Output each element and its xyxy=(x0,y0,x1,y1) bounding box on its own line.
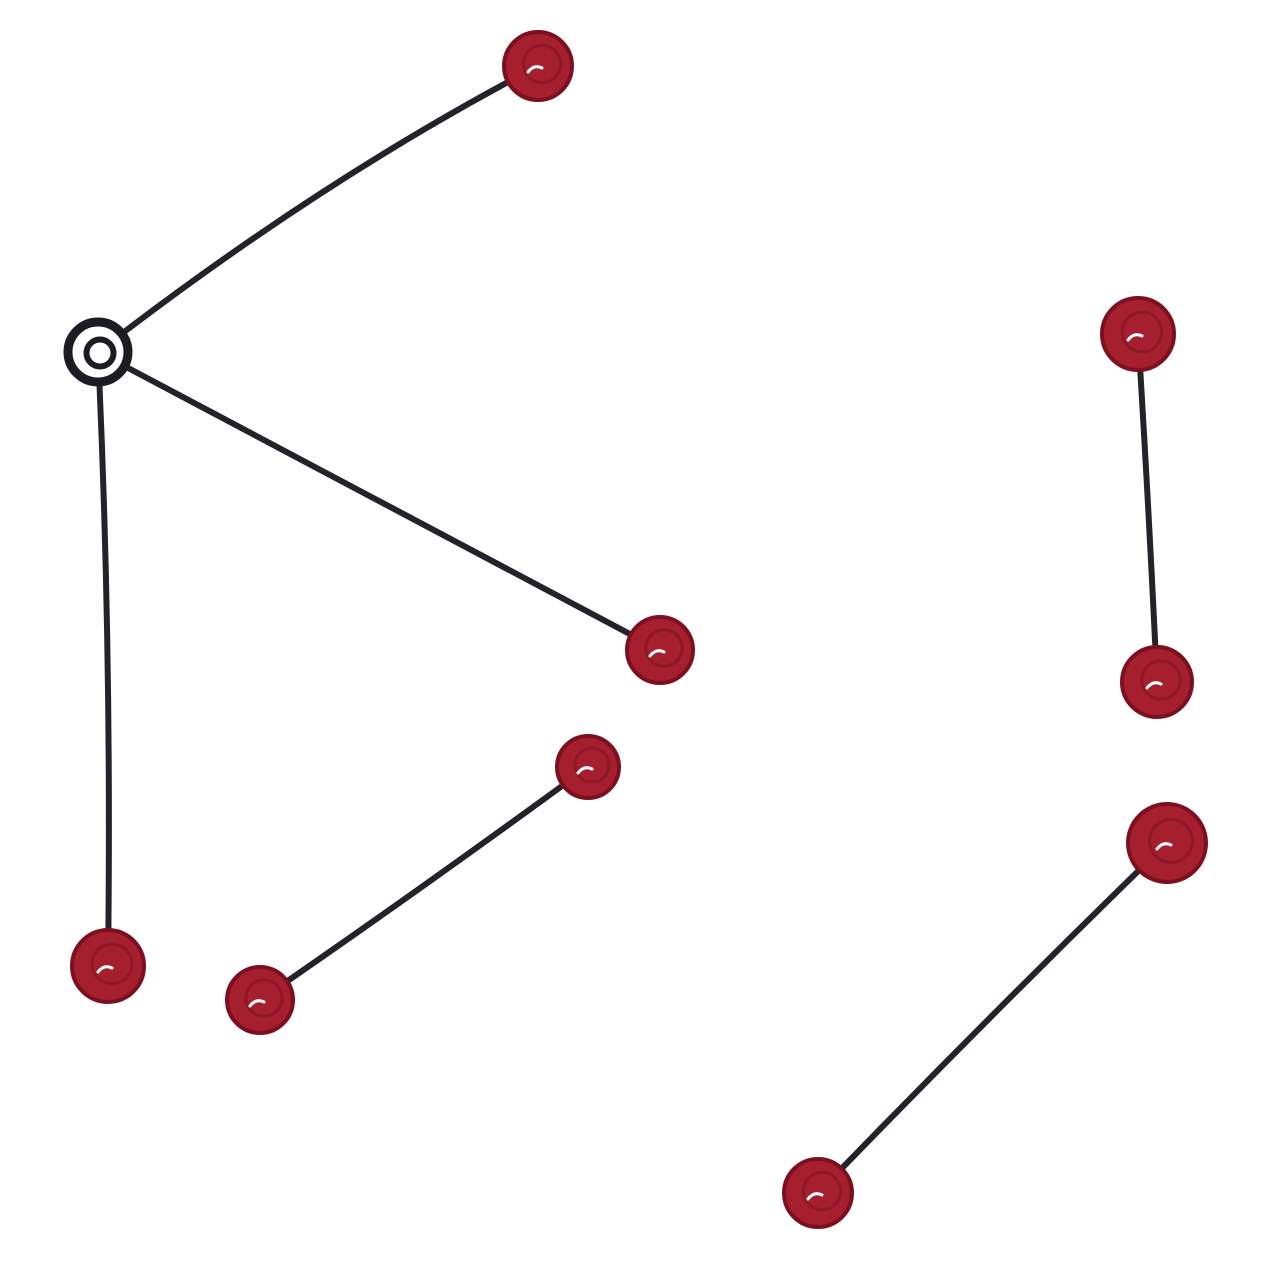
hub-node xyxy=(63,317,133,387)
node-highlight xyxy=(576,766,594,775)
node-scribble xyxy=(1140,659,1182,701)
node-scribble xyxy=(573,746,611,784)
hub-ring-inner xyxy=(83,336,117,370)
node-highlight xyxy=(1126,333,1144,342)
node-scribble xyxy=(801,1170,843,1212)
node-n-c1 xyxy=(1126,802,1208,884)
node-n-b1 xyxy=(1100,296,1176,372)
node-n-a1 xyxy=(555,734,621,800)
edge-n-a1-to-n-a2 xyxy=(257,764,591,1003)
node-n-a2 xyxy=(225,965,295,1035)
node-scribble xyxy=(1148,818,1194,864)
node-highlight xyxy=(526,65,544,74)
node-n-bottom-left xyxy=(70,928,146,1004)
node-n-b2 xyxy=(1120,645,1194,719)
node-highlight xyxy=(648,649,666,658)
node-n-mid xyxy=(625,615,695,685)
edge-hub-to-n-bottom-left xyxy=(95,349,112,969)
node-n-top xyxy=(502,30,574,102)
node-highlight xyxy=(96,965,114,974)
node-highlight xyxy=(1155,842,1173,851)
edge-hub-to-n-mid xyxy=(95,349,663,653)
node-scribble xyxy=(1120,310,1164,354)
node-scribble xyxy=(644,628,684,668)
node-scribble xyxy=(521,43,563,85)
edge-n-b1-to-n-b2 xyxy=(1135,331,1160,685)
node-n-c2 xyxy=(782,1157,854,1229)
edges-layer xyxy=(95,63,1170,1196)
edge-n-c1-to-n-c2 xyxy=(815,840,1170,1196)
node-highlight xyxy=(248,999,266,1008)
node-scribble xyxy=(90,942,134,986)
edge-hub-to-n-top xyxy=(95,63,541,355)
nodes-layer xyxy=(63,30,1208,1229)
node-highlight xyxy=(806,1192,824,1201)
hub-ring-outer xyxy=(63,317,133,387)
node-scribble xyxy=(244,978,284,1018)
node-highlight xyxy=(1145,681,1163,690)
